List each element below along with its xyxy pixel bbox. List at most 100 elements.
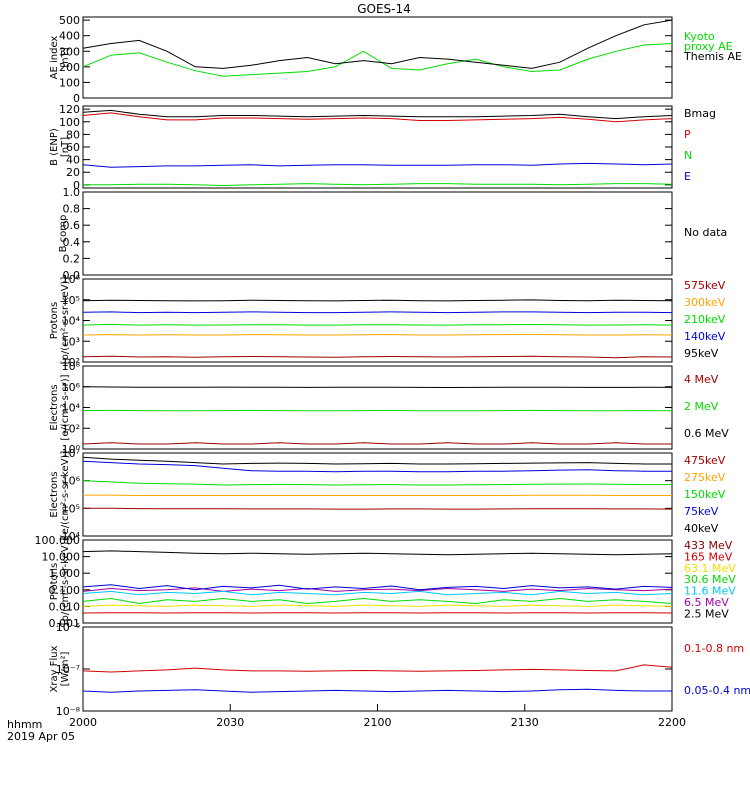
y-axis-title: Electrons [49, 471, 60, 517]
legend-entry: 63.1 MeV [684, 562, 736, 575]
panel-bcomp: 0.0 0.2 0.4 0.6 0.8 1.0 B comp No data [58, 186, 727, 282]
y-tick-label: 400 [59, 30, 80, 43]
series-kyoto-proxy-ae [82, 43, 673, 77]
legend-entry: 4 MeV [684, 373, 719, 386]
y-tick-label: 10⁶ [62, 475, 81, 488]
series-475kev [83, 507, 673, 510]
y-tick-label: 0.010 [49, 600, 81, 613]
panel-frame [82, 539, 673, 624]
y-tick-label: 80 [66, 128, 80, 141]
legend-entry: 40keV [684, 522, 719, 535]
legend-entry: E [684, 170, 691, 183]
y-tick-label: 1.0 [63, 186, 81, 199]
legend-entry: proxy AE [684, 40, 733, 53]
series-30-6-mev [82, 590, 673, 596]
y-tick-label: 10³ [62, 335, 80, 348]
series-2-5-mev [82, 550, 673, 556]
y-tick-label: 200 [59, 61, 80, 74]
y-axis-title: [e/(cm²-s-sr)] [60, 374, 71, 440]
y-tick-label: 20 [66, 166, 80, 179]
y-tick-label: 0.4 [63, 236, 81, 249]
panel-frame [82, 365, 673, 450]
series-95kev [82, 299, 673, 302]
y-tick-label: 10⁴ [62, 530, 81, 543]
y-tick-label: 100 [59, 76, 80, 89]
legend-entry: 150keV [684, 488, 726, 501]
y-axis-title: [W/m²] [60, 651, 71, 686]
series-6-5-mev [82, 587, 673, 592]
x-tick-label: 2200 [658, 716, 686, 729]
panel-protons_high: 0.001 0.010 0.100 1.000 10.000 100.000 Protons… [35, 534, 737, 630]
y-tick-label: 0.6 [63, 219, 81, 232]
panel-frame [82, 626, 673, 712]
legend-entry: 6.5 MeV [684, 596, 729, 609]
series-n [83, 183, 673, 187]
series-0-6-mev [82, 386, 673, 389]
legend-entry: No data [684, 226, 727, 239]
time-axis-label: hhmm [7, 718, 43, 731]
y-tick-label: 10² [62, 356, 80, 369]
y-axis-title: Protons [49, 302, 60, 339]
panel-xray: 10⁻⁸ 10⁻⁷ 10⁻⁶ Xray Flux [W/m²] 0.1-0.8 nm 0.0… [49, 621, 750, 718]
legend-entry: 0.6 MeV [684, 427, 729, 440]
date-label: 2019 Apr 05 [7, 730, 76, 743]
legend-entry: 11.6 MeV [684, 585, 736, 598]
y-tick-label: 10⁴ [62, 402, 81, 415]
series-bmag [82, 109, 673, 120]
y-tick-label: 10⁶ [62, 381, 81, 394]
series-210kev [82, 323, 673, 326]
y-tick-label: 10⁻⁷ [56, 663, 80, 676]
x-tick-label: 2130 [511, 716, 539, 729]
series-11-6-mev [82, 584, 673, 591]
legend-entry: 2 MeV [684, 400, 719, 413]
series-575kev [82, 355, 673, 359]
y-axis-title: AE index [49, 36, 60, 80]
y-tick-label: 500 [59, 14, 80, 27]
legend-entry: 575keV [684, 279, 726, 292]
legend-entry: N [684, 149, 692, 162]
legend-entry: 2.5 MeV [684, 607, 729, 620]
legend-entry: 75keV [684, 505, 719, 518]
panel-frame [82, 278, 673, 363]
series-0-05-0-4-nm [82, 688, 672, 693]
y-tick-label: 10² [62, 422, 80, 435]
y-tick-label: 10⁰ [62, 443, 81, 456]
y-tick-label: 100.000 [35, 534, 81, 547]
series-140kev [82, 311, 673, 314]
series-p [82, 112, 673, 123]
figure-title: GOES-14 [357, 2, 411, 16]
series-0-1-0-8-nm [82, 664, 673, 673]
x-tick-label: 2000 [69, 716, 97, 729]
y-axis-title: [p/(cm²-s-sr-keV)] [60, 277, 71, 365]
y-tick-label: 1.000 [49, 567, 81, 580]
y-axis-title: B comp [58, 215, 69, 253]
y-tick-label: 40 [66, 154, 80, 167]
y-tick-label: 10⁵ [62, 294, 80, 307]
panel-frame [82, 191, 673, 276]
x-tick-label: 2100 [364, 716, 392, 729]
y-tick-label: 100 [59, 116, 80, 129]
legend-entry: P [684, 128, 691, 141]
panel-frame [82, 16, 673, 99]
legend-entry: Themis AE [683, 50, 742, 63]
y-tick-label: 10⁷ [62, 447, 80, 460]
y-axis-title: [nT] [60, 137, 71, 157]
legend-entry: Bmag [684, 107, 716, 120]
series-150kev [82, 480, 672, 486]
panel-frame [82, 452, 673, 537]
y-tick-label: 10⁴ [62, 315, 81, 328]
legend-entry: 0.05-0.4 nm [684, 684, 750, 697]
y-tick-label: 10.000 [42, 551, 81, 564]
y-tick-label: 10⁻⁶ [56, 621, 81, 634]
legend-entry: 0.1-0.8 nm [684, 642, 744, 655]
y-tick-label: 10⁻⁸ [56, 705, 81, 718]
series-40kev [82, 456, 672, 465]
y-tick-label: 0 [73, 92, 80, 105]
legend-entry: 433 MeV [684, 539, 733, 552]
panel-protons_low: 10² 10³ 10⁴ 10⁵ 10⁶ Protons [p/(cm²-s-sr-keV)]… [49, 273, 726, 369]
